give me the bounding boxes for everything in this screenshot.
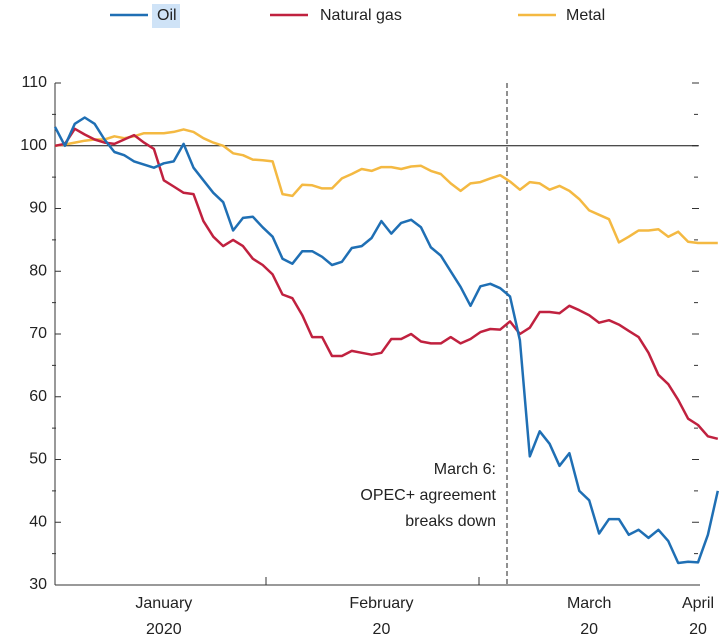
y-tick-label: 90: [29, 200, 47, 217]
x-tick-label: March 20: [567, 595, 611, 638]
y-tick-label: 80: [29, 262, 47, 279]
series-line: [54, 127, 719, 441]
y-tick-label: 30: [29, 576, 47, 593]
x-tick-label: January 2020: [135, 595, 192, 638]
series-line: [54, 128, 718, 245]
y-tick-label: 40: [29, 513, 47, 530]
x-tick-label: February 20: [349, 595, 413, 638]
y-tick-label: 60: [29, 388, 47, 405]
x-tick-label: April 20: [682, 595, 714, 638]
y-tick-label: 50: [29, 451, 47, 468]
legend-label: Metal: [566, 7, 605, 24]
y-tick-label: 100: [20, 137, 47, 154]
series-line: [53, 116, 720, 565]
selection-highlight: [152, 4, 180, 28]
legend-label: Natural gas: [320, 7, 402, 24]
y-tick-label: 70: [29, 325, 47, 342]
annotation: March 6: OPEC+ agreement breaks down: [360, 461, 496, 530]
y-tick-label: 110: [21, 74, 47, 91]
legend-label: Oil: [157, 7, 177, 24]
